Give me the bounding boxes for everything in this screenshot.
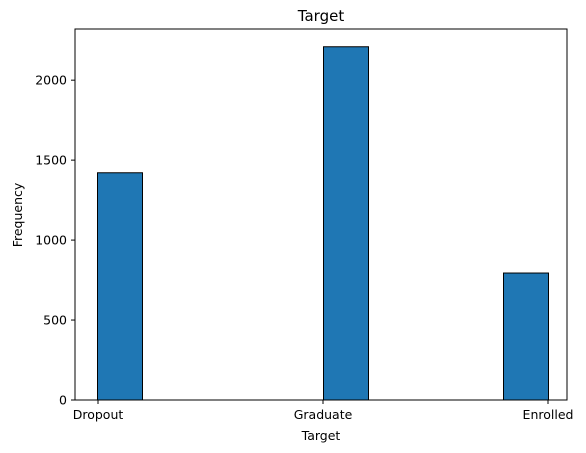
y-tick-label: 1000 (35, 233, 67, 248)
x-axis-label: Target (301, 428, 341, 443)
chart-title: Target (297, 7, 345, 25)
x-tick-label-dropout: Dropout (73, 407, 124, 422)
y-axis-ticks: 0 500 1000 1500 2000 (35, 73, 75, 408)
y-axis-label: Frequency (10, 182, 25, 247)
x-tick-label-enrolled: Enrolled (523, 407, 574, 422)
y-tick-label: 0 (59, 393, 67, 408)
x-tick-label-graduate: Graduate (294, 407, 353, 422)
bar-graduate (323, 46, 369, 401)
y-tick-label: 2000 (35, 73, 67, 88)
y-tick-label: 1500 (35, 153, 67, 168)
bars-group (97, 46, 549, 401)
y-tick-label: 500 (43, 313, 67, 328)
x-axis-ticks: Dropout Graduate Enrolled (73, 400, 574, 422)
plot-frame (74, 28, 568, 401)
bar-enrolled (503, 272, 549, 401)
bar-dropout (97, 172, 143, 401)
